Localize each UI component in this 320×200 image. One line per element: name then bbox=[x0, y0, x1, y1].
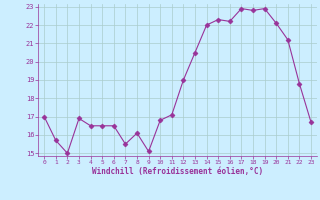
X-axis label: Windchill (Refroidissement éolien,°C): Windchill (Refroidissement éolien,°C) bbox=[92, 167, 263, 176]
